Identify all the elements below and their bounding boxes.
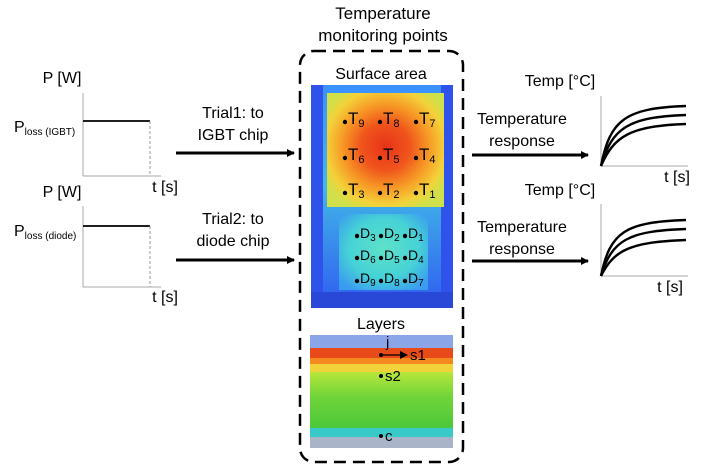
- input-plot-igbt: P [W] Ploss (IGBT) t [s]: [14, 70, 178, 196]
- layer-yellow: [310, 364, 453, 372]
- igbt-point-4-label: T4: [419, 145, 436, 166]
- igbt-point-6-label: T6: [348, 145, 365, 166]
- input-plot-diode: P [W] Ploss (diode) t [s]: [14, 184, 178, 306]
- j-label: j: [385, 334, 389, 351]
- y-axis-label: Temp [°C]: [525, 182, 595, 199]
- igbt-monitoring-points: T9 T8 T7 T6 T5 T4 T3 T2 T1: [342, 109, 436, 201]
- diode-point-4-label: D4: [408, 247, 424, 266]
- diode-point-3-dot: [354, 233, 360, 239]
- monitoring-points-frame: [298, 49, 465, 464]
- igbt-point-6-dot: [342, 155, 348, 161]
- diode-point-8-label: D8: [384, 270, 400, 289]
- diode-point-1-label: D1: [408, 225, 424, 244]
- response-curve-2: [599, 113, 687, 167]
- igbt-point-8-dot: [377, 119, 383, 125]
- response-curve-3: [599, 122, 687, 167]
- power-level-label: Ploss (diode): [14, 223, 76, 242]
- power-level-label: Ploss (IGBT): [14, 119, 75, 138]
- diode-point-7-label: D7: [408, 270, 424, 289]
- trial2-label-line1: Trial2: to: [202, 211, 264, 228]
- layer-top-blue: [310, 335, 453, 348]
- response-curve-1: [599, 218, 687, 277]
- x-axis-label: t [s]: [657, 279, 683, 296]
- diode-point-4-dot: [402, 255, 408, 261]
- response-curve-1: [599, 104, 687, 167]
- igbt-chip-region: [327, 93, 444, 207]
- layers-title: Layers: [357, 316, 405, 333]
- igbt-point-5-dot: [377, 155, 383, 161]
- y-axis-label: Temp [°C]: [525, 73, 595, 90]
- layer-hot-red: [310, 348, 453, 358]
- diode-point-5-label: D5: [384, 247, 400, 266]
- diode-point-9-dot: [354, 278, 360, 284]
- response-curve-3: [599, 238, 687, 277]
- header-title-line2: monitoring points: [318, 26, 447, 45]
- igbt-point-8-label: T8: [383, 109, 400, 130]
- response1-label-line1: Temperature: [477, 111, 567, 128]
- diode-point-6-label: D6: [360, 247, 376, 266]
- igbt-point-7-label: T7: [419, 109, 436, 130]
- response-curve-2: [599, 227, 687, 277]
- output-plot-diode: Temp [°C] t [s]: [525, 182, 688, 296]
- diode-point-5-dot: [378, 255, 384, 261]
- response2-label-line1: Temperature: [477, 219, 567, 236]
- y-axis-label: P [W]: [43, 70, 82, 87]
- layer-orange: [310, 358, 453, 364]
- surface-left-strip: [311, 85, 323, 308]
- igbt-point-1-label: T1: [419, 180, 436, 201]
- igbt-point-9-label: T9: [348, 109, 365, 130]
- igbt-point-1-dot: [413, 190, 419, 196]
- diode-point-9-label: D9: [360, 270, 376, 289]
- igbt-point-7-dot: [413, 119, 419, 125]
- trial2-label-line2: diode chip: [197, 233, 270, 250]
- layer-bottom: [310, 437, 453, 448]
- x-axis-label: t [s]: [152, 289, 178, 306]
- igbt-point-4-dot: [413, 155, 419, 161]
- header-title-line1: Temperature: [335, 4, 430, 23]
- diode-point-2-dot: [378, 233, 384, 239]
- surface-area-title: Surface area: [335, 66, 427, 83]
- point-s1-dot: [379, 353, 383, 357]
- igbt-point-9-dot: [342, 119, 348, 125]
- trial1-label-line1: Trial1: to: [202, 105, 264, 122]
- output-plot-igbt: Temp [°C] t [s]: [525, 73, 690, 186]
- point-s2-dot: [379, 374, 383, 378]
- igbt-point-2-label: T2: [383, 180, 400, 201]
- layer-green: [310, 372, 453, 428]
- y-axis-label: P [W]: [43, 184, 82, 201]
- x-axis-label: t [s]: [664, 169, 690, 186]
- point-s2-label: s2: [385, 368, 401, 385]
- x-axis-label: t [s]: [152, 179, 178, 196]
- surface-bottom-band: [311, 292, 453, 308]
- igbt-point-3-dot: [342, 190, 348, 196]
- layer-cyan: [310, 428, 453, 437]
- trial1-label-line2: IGBT chip: [198, 127, 269, 144]
- point-c-label: c: [385, 428, 393, 445]
- point-c-dot: [379, 434, 383, 438]
- igbt-point-2-dot: [377, 190, 383, 196]
- point-s1-label: s1: [410, 347, 426, 364]
- diode-point-6-dot: [354, 255, 360, 261]
- diode-point-2-label: D2: [384, 225, 400, 244]
- igbt-point-5-label: T5: [383, 145, 400, 166]
- diode-point-1-dot: [402, 233, 408, 239]
- response1-label-line2: response: [489, 133, 555, 150]
- layers-crosssection: [310, 335, 453, 448]
- igbt-point-3-label: T3: [348, 180, 365, 201]
- diode-point-3-label: D3: [360, 225, 376, 244]
- surface-heatmap: [311, 85, 453, 308]
- diode-chip-region: [339, 214, 428, 290]
- diode-point-7-dot: [402, 278, 408, 284]
- response2-label-line2: response: [489, 241, 555, 258]
- diode-monitoring-points: D3 D2 D1 D6 D5 D4 D9 D8 D7: [354, 225, 424, 289]
- diode-point-8-dot: [378, 278, 384, 284]
